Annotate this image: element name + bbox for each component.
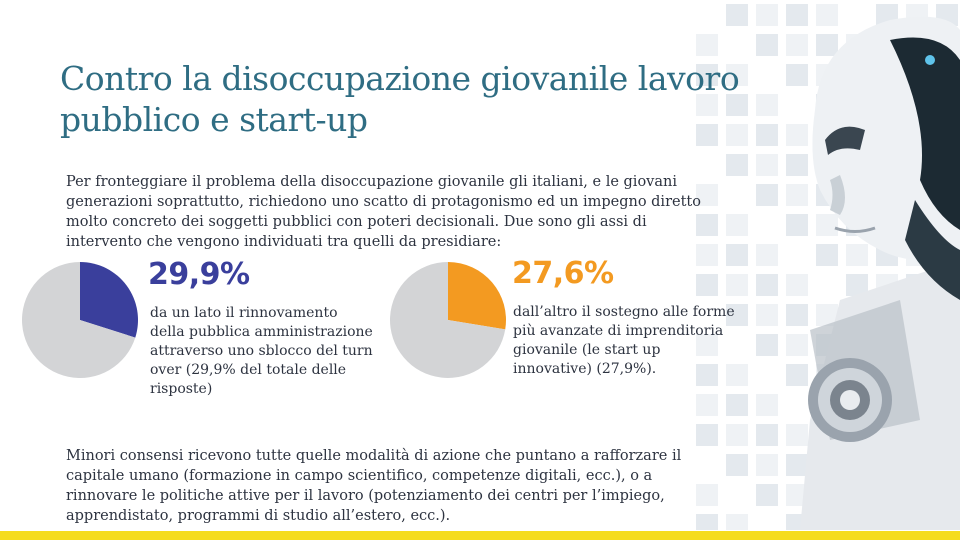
background-tile — [696, 94, 718, 116]
background-tile — [726, 514, 748, 530]
background-tile — [786, 454, 808, 476]
stat-value-right: 27,6% — [512, 256, 614, 291]
background-tile — [726, 304, 748, 326]
page-title: Contro la disoccupazione giovanile lavor… — [60, 59, 740, 139]
accent-bar — [0, 531, 960, 540]
closing-paragraph: Minori consensi ricevono tutte quelle mo… — [66, 448, 682, 524]
background-tile — [726, 244, 748, 266]
background-tile — [816, 34, 838, 56]
background-tile — [786, 124, 808, 146]
background-tile — [816, 214, 838, 236]
background-tile — [786, 424, 808, 446]
background-tile — [846, 274, 868, 296]
pie-chart-right — [390, 262, 506, 378]
robot-illustration — [696, 4, 960, 530]
background-tile — [786, 274, 808, 296]
background-tile — [726, 274, 748, 296]
background-tile — [756, 244, 778, 266]
background-tile — [816, 244, 838, 266]
background-tile — [726, 394, 748, 416]
background-tile — [696, 274, 718, 296]
stat-description-left: da un lato il rinnovamento della pubblic… — [150, 305, 373, 397]
background-tile — [756, 184, 778, 206]
background-tile — [786, 64, 808, 86]
stat-description-right: dall’altro il sostegno alle forme più av… — [513, 304, 735, 377]
background-tile — [786, 184, 808, 206]
background-tile — [786, 364, 808, 386]
background-tile — [696, 64, 718, 86]
background-tile — [846, 244, 868, 266]
background-tile — [726, 4, 748, 26]
background-tile — [756, 454, 778, 476]
background-tile — [756, 274, 778, 296]
background-tile — [756, 424, 778, 446]
background-tile — [696, 394, 718, 416]
background-tile — [696, 364, 718, 386]
pie-left-slice-2 — [22, 262, 136, 378]
background-tile — [756, 154, 778, 176]
background-tile — [786, 154, 808, 176]
background-tile — [756, 304, 778, 326]
background-tile — [756, 334, 778, 356]
background-tile — [786, 304, 808, 326]
background-tile — [816, 304, 838, 326]
background-tile — [696, 214, 718, 236]
pie-left-slice-1 — [80, 262, 138, 338]
pie-chart-left — [22, 262, 138, 378]
background-tile — [726, 214, 748, 236]
background-tile — [756, 94, 778, 116]
pie-right-slice-2 — [390, 262, 506, 378]
background-tile — [696, 424, 718, 446]
background-tile — [756, 34, 778, 56]
intro-paragraph: Per fronteggiare il problema della disoc… — [66, 174, 701, 250]
background-tile — [726, 154, 748, 176]
stat-value-left: 29,9% — [148, 257, 250, 292]
background-tile — [786, 214, 808, 236]
background-tile — [696, 334, 718, 356]
background-tile — [696, 34, 718, 56]
background-tile — [756, 124, 778, 146]
background-tile — [726, 424, 748, 446]
background-tile — [786, 34, 808, 56]
background-tile — [726, 124, 748, 146]
pie-right-slice-1 — [448, 262, 506, 330]
background-tile — [816, 4, 838, 26]
background-tile — [756, 4, 778, 26]
background-tile — [726, 94, 748, 116]
background-tile — [756, 394, 778, 416]
background-tile — [726, 454, 748, 476]
background-tile — [786, 484, 808, 506]
background-tile — [696, 184, 718, 206]
background-tile — [696, 124, 718, 146]
background-tile — [786, 334, 808, 356]
background-tile — [696, 514, 718, 530]
background-tile — [786, 4, 808, 26]
background-tile — [726, 64, 748, 86]
robot-figure — [800, 16, 960, 530]
background-tile — [756, 484, 778, 506]
background-tile — [726, 364, 748, 386]
background-tile — [696, 244, 718, 266]
background-tile — [696, 484, 718, 506]
